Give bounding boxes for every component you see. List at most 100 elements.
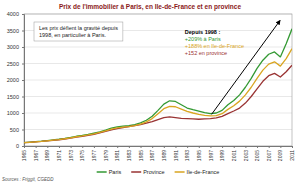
x-tick: 1983 bbox=[126, 146, 132, 161]
legend-item: Paris bbox=[97, 169, 122, 175]
x-tick-mark bbox=[245, 146, 246, 148]
grid-line bbox=[24, 129, 292, 130]
legend-swatch bbox=[97, 171, 107, 173]
x-axis: 1965 1967 1969 1971 1973 1975 1977 1979 1981 1983… bbox=[21, 146, 295, 161]
x-tick-label: 1981 bbox=[114, 150, 120, 161]
legend-item: Province bbox=[131, 169, 164, 175]
x-tick-label: 1967 bbox=[33, 150, 39, 161]
y-tick: 0 bbox=[16, 143, 24, 149]
x-tick: 1979 bbox=[103, 146, 109, 161]
series-lines bbox=[24, 29, 292, 143]
x-tick-mark bbox=[199, 146, 200, 148]
x-tick-mark bbox=[175, 146, 176, 148]
x-tick-mark bbox=[82, 146, 83, 148]
x-tick-mark bbox=[59, 146, 60, 148]
x-tick: 1989 bbox=[161, 146, 167, 161]
annotation-text: Depuis 1998 : bbox=[185, 29, 221, 35]
x-tick-mark bbox=[129, 146, 130, 148]
x-tick-mark bbox=[187, 146, 188, 148]
y-tick: 1000 bbox=[7, 110, 24, 116]
legend-label: Ile-de-France bbox=[187, 169, 220, 175]
x-tick: 1973 bbox=[68, 146, 74, 161]
y-tick-mark bbox=[22, 97, 24, 98]
x-tick-mark bbox=[164, 146, 165, 148]
grid bbox=[24, 14, 292, 146]
legend-swatch bbox=[131, 171, 141, 173]
x-tick-label: 1991 bbox=[173, 150, 179, 161]
x-tick-mark bbox=[152, 146, 153, 148]
x-tick-label: 1999 bbox=[219, 150, 225, 161]
y-tick: 2000 bbox=[7, 77, 24, 83]
x-tick-label: 1985 bbox=[138, 150, 144, 161]
y-tick-label: 3000 bbox=[7, 44, 19, 50]
y-tick-mark bbox=[22, 64, 24, 65]
x-tick-mark bbox=[269, 146, 270, 148]
title: Prix de l'immobilier à Paris, en Ile-de-… bbox=[59, 3, 242, 11]
legend-label: Paris bbox=[109, 169, 122, 175]
x-tick-mark bbox=[106, 146, 107, 148]
x-tick-mark bbox=[117, 146, 118, 148]
y-tick-label: 2500 bbox=[7, 61, 19, 67]
x-tick: 1999 bbox=[219, 146, 225, 161]
y-tick-label: 1500 bbox=[7, 94, 19, 100]
x-tick-label: 2003 bbox=[242, 150, 248, 161]
x-tick: 1995 bbox=[196, 146, 202, 161]
x-tick: 1975 bbox=[79, 146, 85, 161]
y-tick-label: 2000 bbox=[7, 77, 19, 83]
x-tick: 2009 bbox=[277, 146, 283, 161]
x-tick-label: 1969 bbox=[44, 150, 50, 161]
x-tick: 1971 bbox=[56, 146, 62, 161]
source: Sources : Friggit, CGEDD bbox=[2, 177, 54, 182]
line-series bbox=[24, 65, 292, 143]
x-tick-mark bbox=[71, 146, 72, 148]
plot-frame bbox=[24, 14, 292, 146]
x-tick: 2011 bbox=[289, 146, 295, 161]
x-tick: 1965 bbox=[21, 146, 27, 161]
x-tick-mark bbox=[47, 146, 48, 148]
y-tick-label: 4000 bbox=[7, 11, 19, 17]
y-tick-label: 500 bbox=[10, 127, 19, 133]
x-tick: 2003 bbox=[242, 146, 248, 161]
legend-swatch bbox=[175, 171, 185, 173]
x-tick: 1997 bbox=[208, 146, 214, 161]
x-tick-label: 1971 bbox=[56, 150, 62, 161]
y-tick-label: 3500 bbox=[7, 28, 19, 34]
x-tick-label: 1975 bbox=[79, 150, 85, 161]
y-tick-mark bbox=[22, 113, 24, 114]
y-axis: 0 500 1000 1500 2000 2500 3000 3500 4000 bbox=[7, 11, 25, 149]
y-tick-mark bbox=[22, 14, 24, 15]
x-tick-label: 1993 bbox=[184, 150, 190, 161]
x-tick-label: 1989 bbox=[161, 150, 167, 161]
x-tick: 1967 bbox=[33, 146, 39, 161]
x-tick: 1985 bbox=[138, 146, 144, 161]
x-tick: 2007 bbox=[266, 146, 272, 161]
x-tick: 1987 bbox=[149, 146, 155, 161]
y-tick: 500 bbox=[10, 127, 24, 133]
line-series bbox=[24, 49, 292, 143]
y-tick: 3000 bbox=[7, 44, 24, 50]
x-tick-label: 1983 bbox=[126, 150, 132, 161]
y-tick-mark bbox=[22, 146, 24, 147]
y-tick: 2500 bbox=[7, 61, 24, 67]
y-tick-label: 1000 bbox=[7, 110, 19, 116]
legend-label: Province bbox=[143, 169, 164, 175]
annotation-stats: Depuis 1998 :+209% à Paris+188% en Ile-d… bbox=[185, 29, 244, 56]
x-tick-label: 2011 bbox=[289, 150, 295, 161]
grid-line bbox=[24, 80, 292, 81]
x-tick-mark bbox=[94, 146, 95, 148]
x-tick-mark bbox=[280, 146, 281, 148]
y-tick-label: 0 bbox=[16, 143, 19, 149]
x-tick-label: 1987 bbox=[149, 150, 155, 161]
annotation-text: +209% à Paris bbox=[185, 36, 221, 42]
x-tick-label: 2005 bbox=[254, 150, 260, 161]
x-tick: 1977 bbox=[91, 146, 97, 161]
x-tick-label: 1977 bbox=[91, 150, 97, 161]
grid-line bbox=[24, 47, 292, 48]
x-tick: 2001 bbox=[231, 146, 237, 161]
x-tick-label: 1965 bbox=[21, 150, 27, 161]
grid-line bbox=[24, 63, 292, 64]
legend: Paris Province Ile-de-France bbox=[97, 169, 220, 175]
x-tick-label: 2001 bbox=[231, 150, 237, 161]
y-axis-line bbox=[22, 15, 25, 147]
x-tick-mark bbox=[24, 146, 25, 148]
